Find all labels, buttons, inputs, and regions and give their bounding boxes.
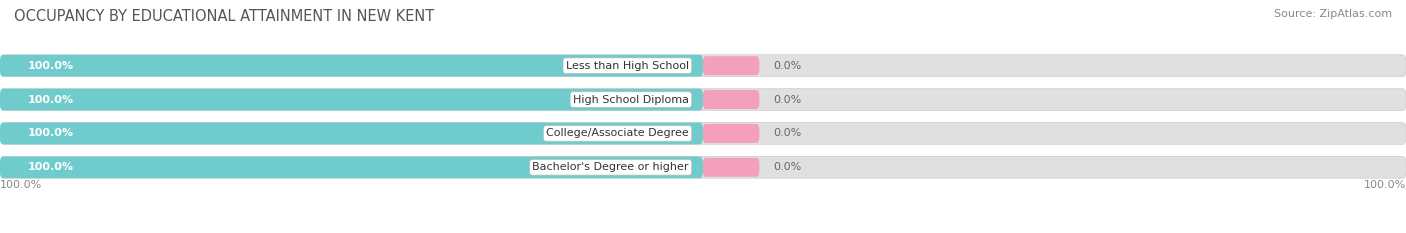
FancyBboxPatch shape — [0, 123, 1406, 144]
Text: High School Diploma: High School Diploma — [572, 95, 689, 105]
Text: 100.0%: 100.0% — [1364, 180, 1406, 190]
FancyBboxPatch shape — [0, 55, 1406, 76]
FancyBboxPatch shape — [703, 124, 759, 143]
FancyBboxPatch shape — [0, 123, 703, 144]
FancyBboxPatch shape — [0, 89, 1406, 110]
Text: 0.0%: 0.0% — [773, 128, 801, 138]
FancyBboxPatch shape — [0, 55, 703, 76]
Text: College/Associate Degree: College/Associate Degree — [546, 128, 689, 138]
Text: 0.0%: 0.0% — [773, 61, 801, 71]
Text: Bachelor's Degree or higher: Bachelor's Degree or higher — [533, 162, 689, 172]
FancyBboxPatch shape — [0, 157, 1406, 178]
Text: 0.0%: 0.0% — [773, 162, 801, 172]
FancyBboxPatch shape — [0, 157, 703, 178]
Text: 100.0%: 100.0% — [28, 95, 75, 105]
FancyBboxPatch shape — [703, 90, 759, 109]
Text: 100.0%: 100.0% — [28, 162, 75, 172]
FancyBboxPatch shape — [703, 56, 759, 75]
Text: Source: ZipAtlas.com: Source: ZipAtlas.com — [1274, 9, 1392, 19]
Text: 100.0%: 100.0% — [28, 128, 75, 138]
Text: 100.0%: 100.0% — [0, 180, 42, 190]
Text: Less than High School: Less than High School — [565, 61, 689, 71]
Text: OCCUPANCY BY EDUCATIONAL ATTAINMENT IN NEW KENT: OCCUPANCY BY EDUCATIONAL ATTAINMENT IN N… — [14, 9, 434, 24]
FancyBboxPatch shape — [703, 158, 759, 177]
Text: 0.0%: 0.0% — [773, 95, 801, 105]
Text: 100.0%: 100.0% — [28, 61, 75, 71]
FancyBboxPatch shape — [0, 89, 703, 110]
